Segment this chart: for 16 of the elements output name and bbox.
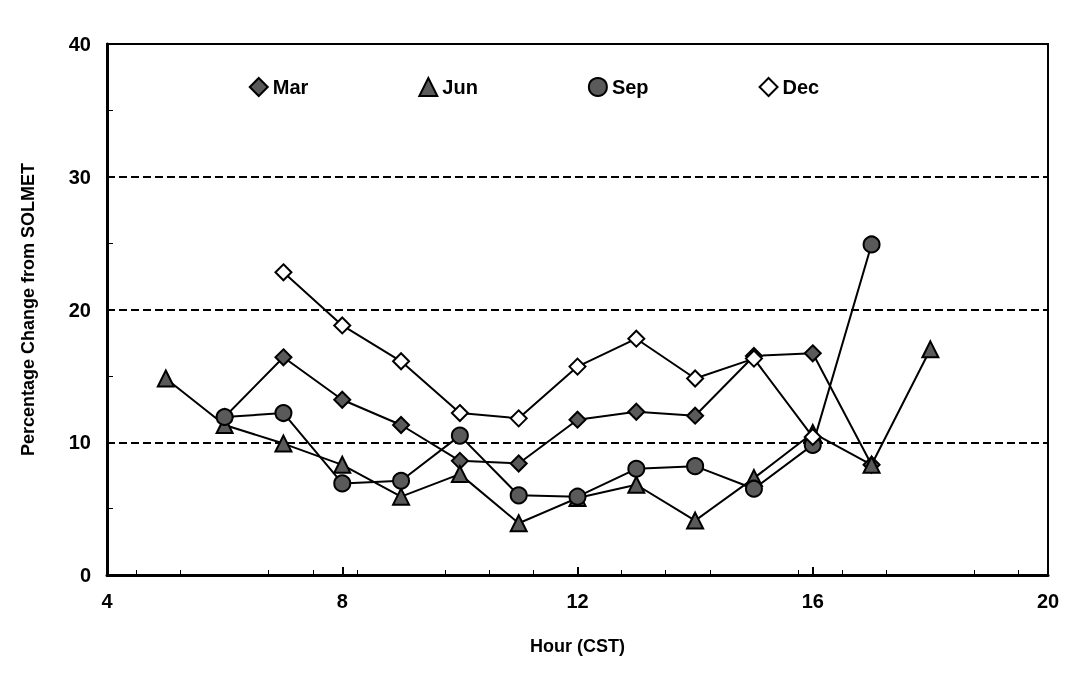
y-tick-label: 40 (68, 33, 91, 55)
y-axis-title: Percentage Change from SOLMET (18, 162, 38, 457)
y-tick-label: 30 (68, 165, 91, 188)
y-tick-label: 20 (68, 298, 91, 321)
legend-label: Dec (782, 76, 820, 98)
x-tick-label: 8 (336, 590, 348, 612)
legend-label: Sep (611, 76, 649, 98)
x-tick-label: 20 (1036, 590, 1060, 612)
x-tick-label: 16 (801, 590, 824, 612)
y-tick-label: 0 (79, 564, 91, 586)
x-tick-label: 12 (566, 590, 589, 612)
legend-label: Jun (442, 76, 478, 98)
legend-label: Mar (272, 76, 309, 98)
y-tick-label: 10 (68, 431, 91, 454)
x-axis-title: Hour (CST) (530, 636, 625, 656)
x-tick-label: 4 (101, 590, 114, 612)
